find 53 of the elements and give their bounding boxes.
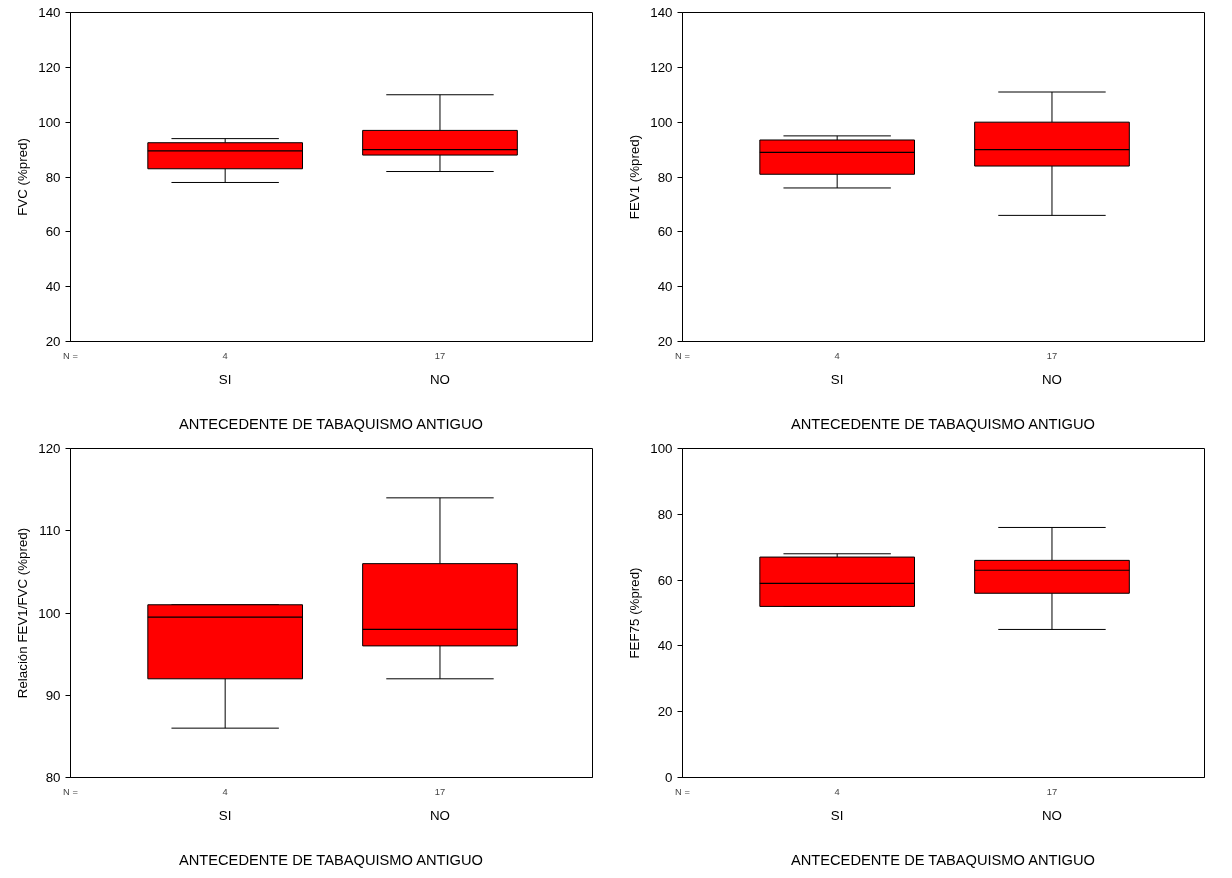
y-tick-label: 40: [657, 638, 673, 654]
text: 4: [834, 350, 840, 361]
y-tick-label: 40: [657, 279, 673, 295]
y-axis-title: FVC (%pred): [15, 138, 31, 216]
text: 17: [434, 350, 446, 361]
y-tick-label: 100: [38, 114, 61, 130]
y-tick-label: 90: [45, 687, 61, 703]
y-tick-label: 60: [45, 224, 61, 240]
y-tick-label: 60: [657, 224, 673, 240]
y-tick-label: 80: [45, 169, 61, 185]
x-axis-title: ANTECEDENTE DE TABAQUISMO ANTIGUO: [178, 415, 483, 432]
x-tick-label: SI: [218, 807, 232, 823]
x-axis-title: ANTECEDENTE DE TABAQUISMO ANTIGUO: [790, 851, 1095, 868]
x-tick-label: NO: [429, 807, 450, 823]
y-tick-label: 20: [45, 334, 61, 349]
y-tick-label: 80: [657, 506, 673, 522]
x-tick-label: NO: [429, 371, 450, 387]
x-tick-label: SI: [830, 371, 844, 387]
y-axis-title: FEF75 (%pred): [627, 567, 643, 659]
y-tick-label: 140: [38, 5, 61, 20]
text: 4: [834, 786, 840, 797]
y-tick-label: 40: [45, 279, 61, 295]
y-tick-label: 80: [45, 770, 61, 785]
y-tick-label: 120: [38, 441, 61, 456]
y-tick-label: 140: [650, 5, 673, 20]
y-tick-label: 120: [650, 59, 673, 75]
y-tick-label: 100: [38, 605, 61, 621]
x-axis-title: ANTECEDENTE DE TABAQUISMO ANTIGUO: [790, 415, 1095, 432]
y-tick-label: 110: [39, 523, 61, 539]
x-tick-label: NO: [1041, 371, 1062, 387]
y-tick-label: 100: [650, 441, 673, 456]
y-axis-title: FEV1 (%pred): [627, 134, 643, 220]
text: 4: [222, 786, 228, 797]
y-tick-label: 0: [665, 770, 673, 785]
y-tick-label: 100: [650, 114, 673, 130]
text: 4: [222, 350, 228, 361]
text: N =: [675, 350, 690, 361]
text: 17: [1046, 786, 1058, 797]
text: 17: [434, 786, 446, 797]
y-axis-title: Relación FEV1/FVC (%pred): [15, 527, 31, 699]
x-tick-label: SI: [830, 807, 844, 823]
y-tick-label: 20: [657, 704, 673, 720]
y-tick-label: 120: [38, 59, 61, 75]
text: 17: [1046, 350, 1058, 361]
y-tick-label: 60: [657, 572, 673, 588]
y-tick-label: 80: [657, 169, 673, 185]
y-tick-label: 20: [657, 334, 673, 349]
text: N =: [63, 786, 78, 797]
text: N =: [63, 350, 78, 361]
text: N =: [675, 786, 690, 797]
x-tick-label: SI: [218, 371, 232, 387]
x-axis-title: ANTECEDENTE DE TABAQUISMO ANTIGUO: [178, 851, 483, 868]
x-tick-label: NO: [1041, 807, 1062, 823]
